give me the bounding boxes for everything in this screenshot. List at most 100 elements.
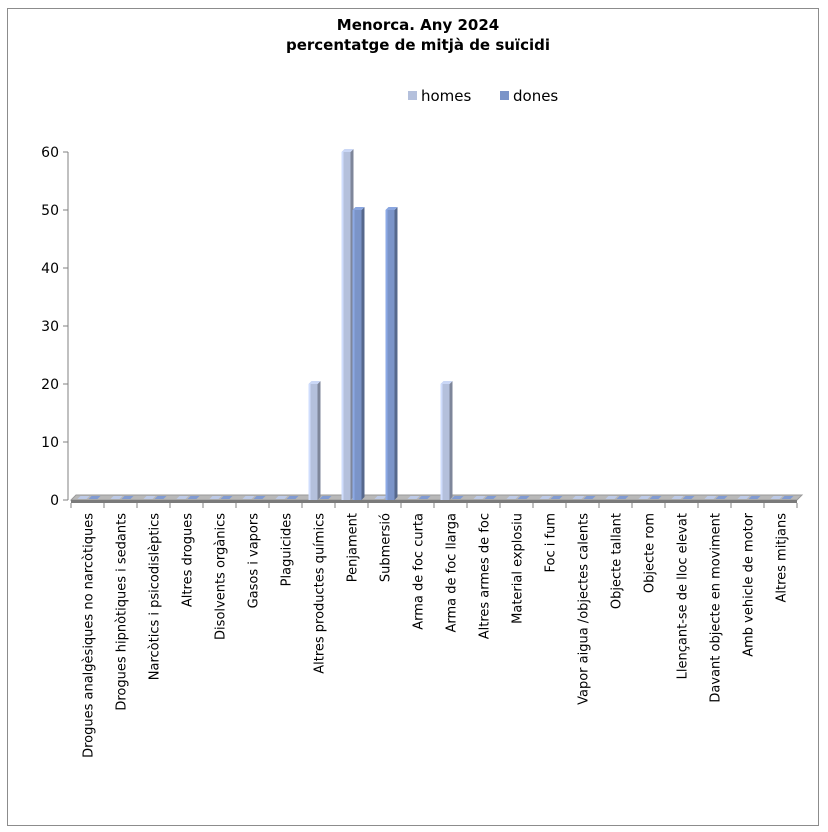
bar-homes [506,496,519,499]
bar-homes [77,496,90,499]
bar-dones [418,496,431,499]
x-category-label: Drogues hipnòtiques i sedants [115,513,130,711]
bar-highlight [352,210,355,500]
x-category-label: Arma de foc curta [412,513,427,630]
bar-zero [484,496,497,499]
bar-highlight [385,210,388,500]
bar-zero [220,496,233,499]
x-category-label: Gasos i vapors [247,513,262,609]
bar-homes [770,496,783,499]
bar-zero [110,496,123,499]
bar-homes [308,381,321,500]
x-category-label: Disolvents orgànics [214,513,229,640]
bar-zero [682,496,695,499]
x-category-label: Llençant-se de lloc elevat [676,513,691,679]
category-labels: Drogues analgèsiques no narcòtiques Drogu… [82,512,790,758]
bar-homes [671,496,684,499]
bar-homes [407,496,420,499]
legend-swatch-homes [408,91,417,100]
bar-highlight [440,384,443,500]
bar-homes [242,496,255,499]
bar-zero [649,496,662,499]
bar-zero [143,496,156,499]
legend-swatch-dones [500,91,509,100]
bar-homes [539,496,552,499]
x-category-label: Drogues analgèsiques no narcòtiques [82,513,97,758]
bar-top [341,149,354,152]
y-tick-label: 50 [41,203,59,219]
legend-label-dones: dones [513,87,558,105]
bar-zero [605,496,618,499]
bar-zero [638,496,651,499]
bar-front [352,210,362,500]
y-tick-label: 10 [41,435,59,451]
bar-dones [154,496,167,499]
x-category-label: Narcòtics i psicodislèptics [148,513,163,680]
x-category-label: Objecte tallant [610,513,625,609]
bar-dones [682,496,695,499]
bar-zero [737,496,750,499]
bar-homes [737,496,750,499]
bar-zero [275,496,288,499]
x-category-label: Altres armes de foc [478,513,493,639]
axes: 0 10 20 30 40 50 60 [41,145,804,509]
bar-top [308,381,321,384]
legend: homes dones [408,87,558,105]
bar-zero [451,496,464,499]
bar-top [352,207,365,210]
bar-zero [121,496,134,499]
x-category-label: Material explosiu [511,513,526,624]
bar-side [394,207,398,500]
bar-homes [572,496,585,499]
y-tick-label: 60 [41,145,59,161]
bar-dones [319,496,332,499]
bar-front [341,152,351,500]
bar-zero [418,496,431,499]
bar-zero [176,496,189,499]
chart-subtitle: percentatge de mitjà de suïcidi [286,36,550,54]
x-category-label: Penjament [346,513,361,582]
bar-zero [616,496,629,499]
bar-homes [110,496,123,499]
bar-zero [319,496,332,499]
bar-dones [715,496,728,499]
bar-homes [605,496,618,499]
x-category-label: Submersió [379,513,394,582]
bar-zero [88,496,101,499]
x-category-label: Davant objecte en moviment [709,513,724,703]
bar-zero [517,496,530,499]
bar-zero [704,496,717,499]
y-tick-label: 30 [41,319,59,335]
bar-homes [143,496,156,499]
bar-front [308,384,318,500]
bar-dones [616,496,629,499]
bar-dones [88,496,101,499]
bars [77,149,794,500]
floor-edge [71,500,797,503]
bar-dones [253,496,266,499]
bar-front [440,384,450,500]
bar-zero [242,496,255,499]
bar-zero [770,496,783,499]
x-category-label: Altres drogues [181,513,196,607]
bar-dones [649,496,662,499]
bar-dones [187,496,200,499]
bar-zero [286,496,299,499]
bar-homes [473,496,486,499]
bar-homes [638,496,651,499]
bar-zero [154,496,167,499]
bar-side [361,207,365,500]
bar-zero [583,496,596,499]
bar-dones [484,496,497,499]
bar-side [317,381,321,500]
bar-dones [451,496,464,499]
bar-zero [209,496,222,499]
bar-zero [671,496,684,499]
y-tick-label: 40 [41,261,59,277]
bar-zero [781,496,794,499]
bar-homes [440,381,453,500]
x-category-label: Objecte rom [643,513,658,593]
bar-zero [506,496,519,499]
bar-zero [473,496,486,499]
